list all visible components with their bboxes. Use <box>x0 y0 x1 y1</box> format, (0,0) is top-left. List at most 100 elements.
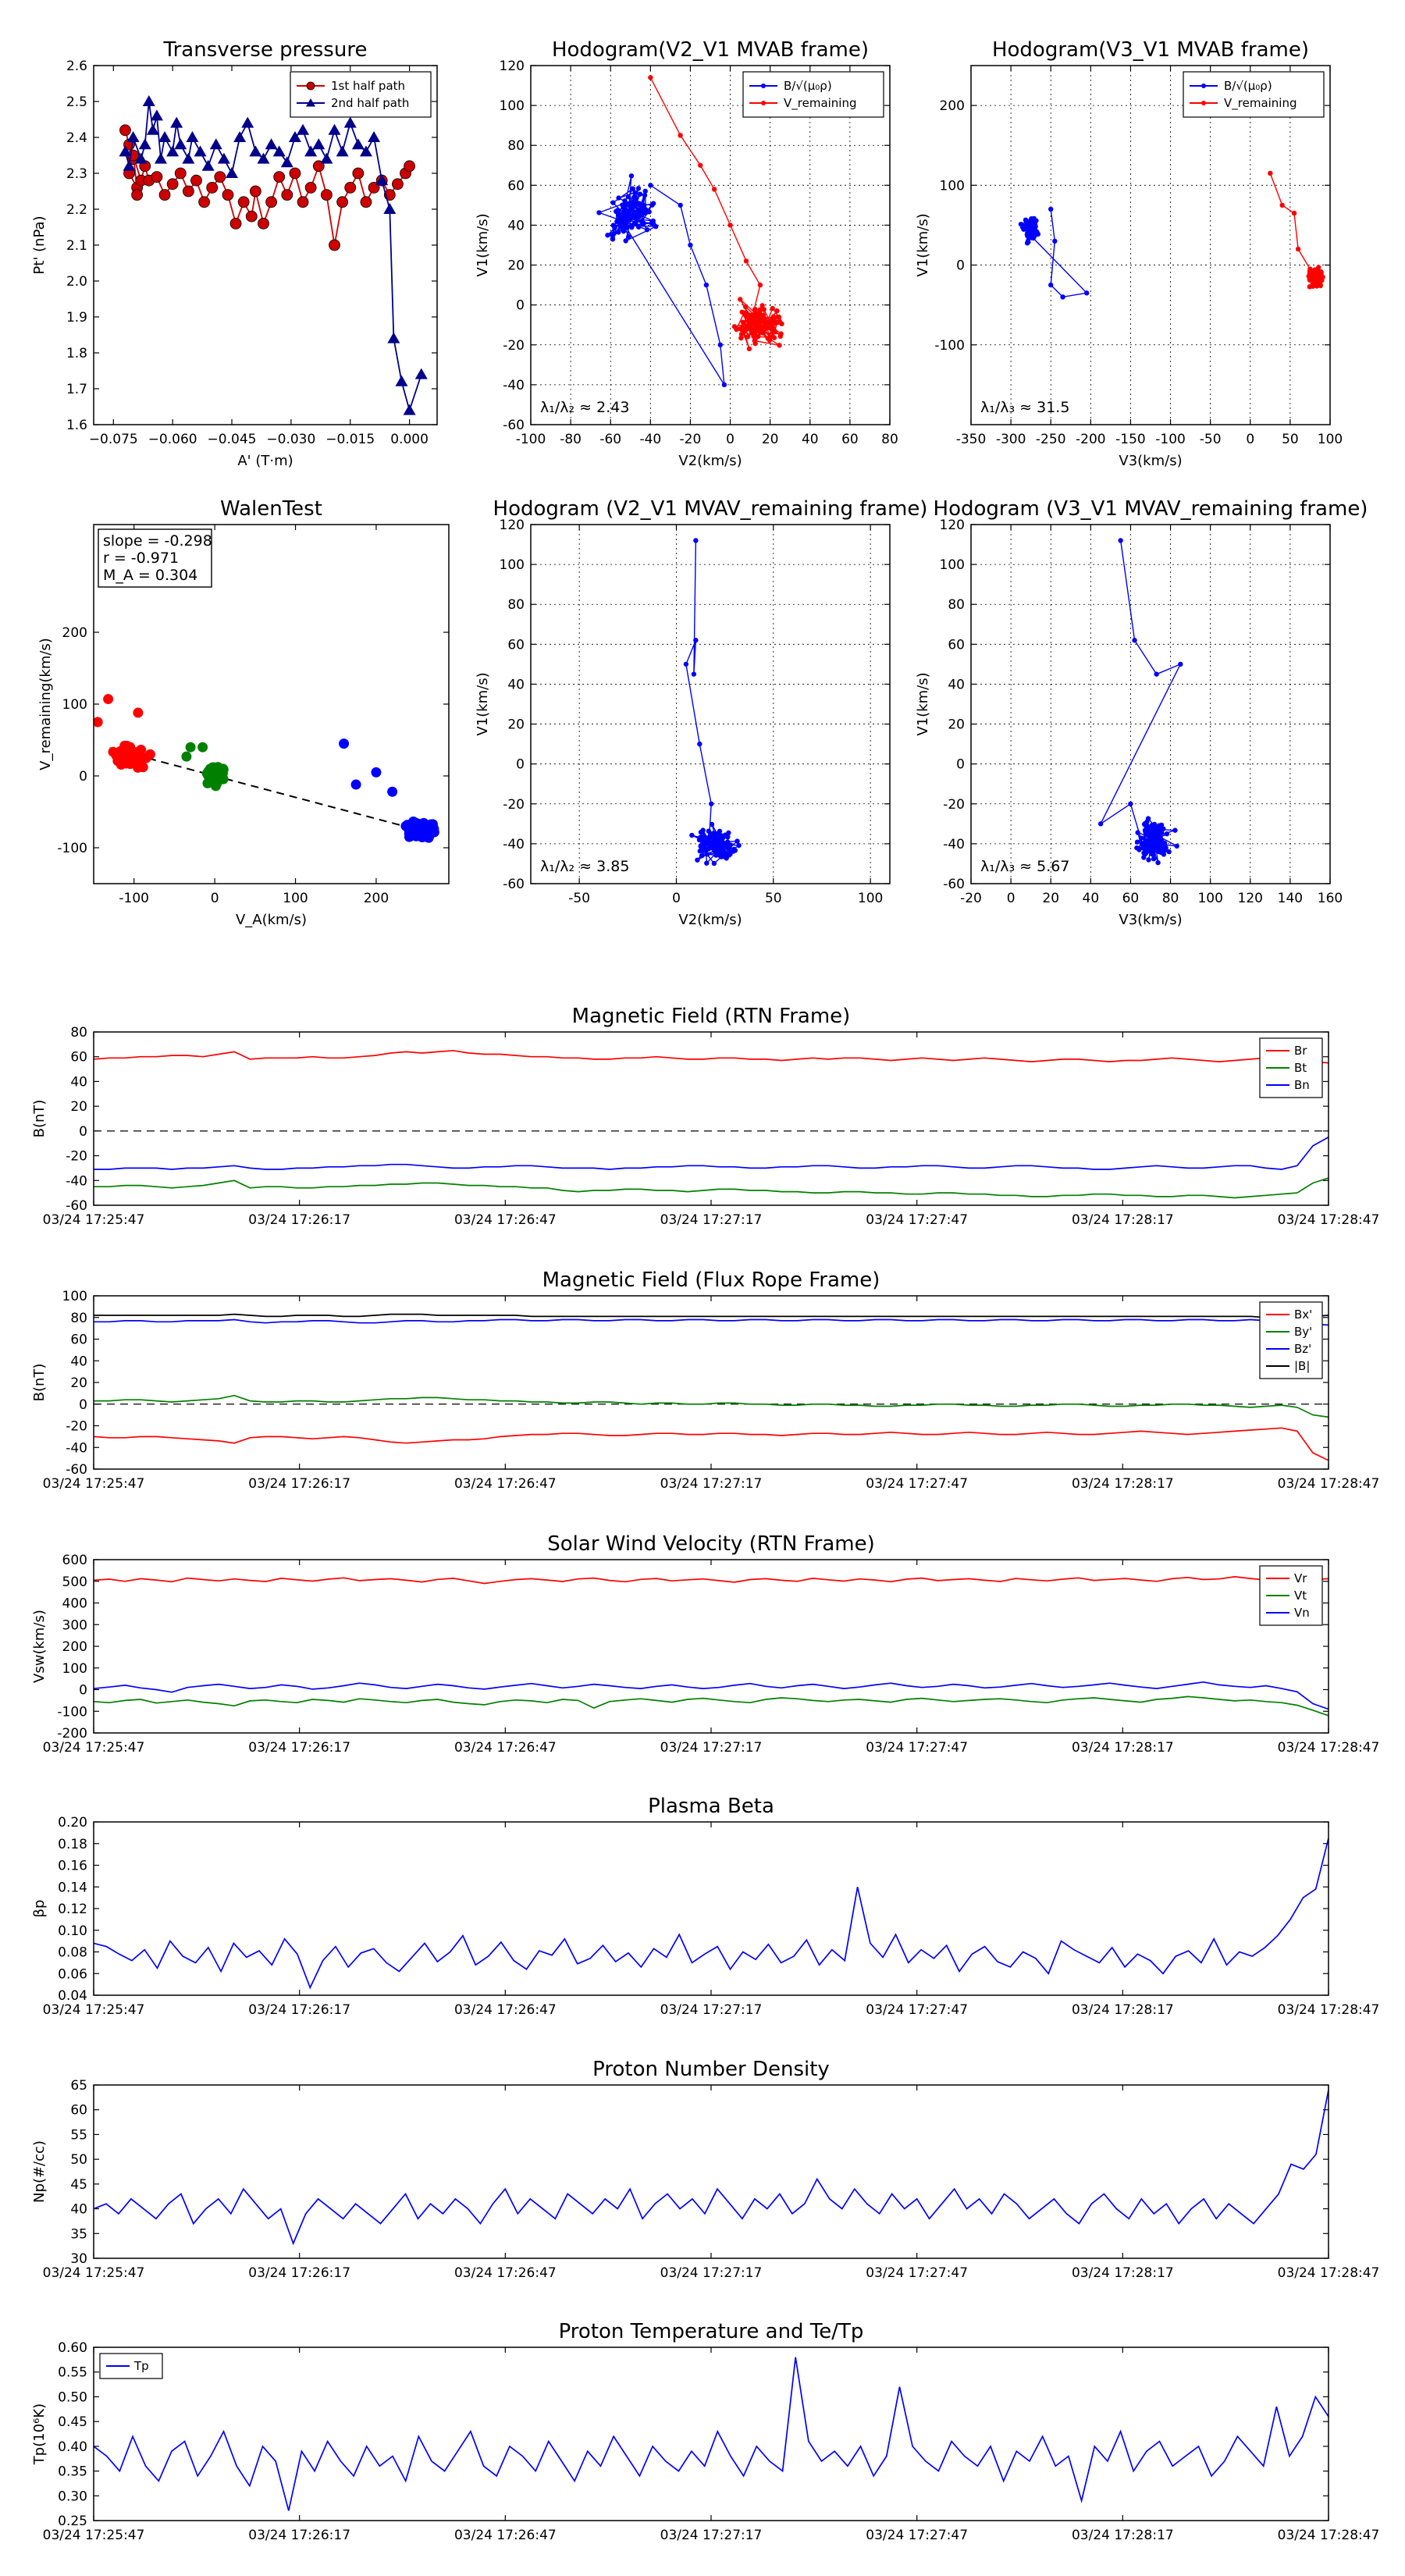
transverse_pressure-legend-label: 1st half path <box>331 79 405 93</box>
plasma_beta-xtick-label: 03/24 17:27:17 <box>660 2002 763 2018</box>
hodogram_v2_v1_mvab-series-1-point <box>648 75 653 80</box>
walen_test-stat-r: r = -0.971 <box>103 550 179 567</box>
hodogram_v2_v1_mvav-series-0-point <box>700 838 706 845</box>
transverse_pressure-series-0-point <box>190 174 202 187</box>
hodogram_v2_v1_mvav-series-0-point <box>697 849 702 854</box>
hodogram_v2_v1_mvav-ytick-label: 60 <box>507 637 525 653</box>
walen_test-marks <box>94 694 441 843</box>
walen_test-stat-ma: M_A = 0.304 <box>103 567 197 584</box>
hodogram_v2_v1_mvab-ytick-label: 100 <box>500 98 525 114</box>
hodogram_v2_v1_mvab-series-1-point <box>760 330 766 336</box>
proton_density-ytick-label: 65 <box>70 2078 87 2094</box>
hodogram_v3_v1_mvab-plot: Hodogram(V3_V1 MVAB frame) V3(km/s) V1(km/… <box>915 38 1343 469</box>
hodogram_v3_v1_mvab-ytick-label: 0 <box>956 258 965 274</box>
hodogram_v3_v1_mvab-xtick-label: 100 <box>1318 432 1343 447</box>
hodogram_v3_v1_mvab-xlabel: V3(km/s) <box>1119 453 1182 469</box>
hodogram_v2_v1_mvav-series-0-point <box>717 828 723 834</box>
hodogram_v2_v1_mvab-ytick-label: 40 <box>507 218 525 233</box>
b_rtn-ylabel: B(nT) <box>31 1100 48 1138</box>
b_rtn-ytick-label: 60 <box>70 1050 87 1066</box>
velocity_rtn-plot: Solar Wind Velocity (RTN Frame) Vsw(km/s)… <box>31 1532 1379 1756</box>
hodogram_v2_v1_mvab-series-1-point <box>752 329 757 335</box>
hodogram_v2_v1_mvab-xtick-label: 40 <box>802 432 819 447</box>
hodogram_v3_v1_mvab-frame <box>970 65 1331 425</box>
b_rtn-ytick-label: -60 <box>66 1198 87 1214</box>
b_flux_rope-xtick-label: 03/24 17:26:17 <box>248 1476 350 1492</box>
hodogram_v2_v1_mvav-ytick-label: -20 <box>503 797 525 813</box>
transverse_pressure-series-1-point <box>304 145 318 157</box>
velocity_rtn-xtick-label: 03/24 17:28:17 <box>1072 1740 1174 1756</box>
hodogram_v2_v1_mvav-xlabel: V2(km/s) <box>678 912 742 928</box>
hodogram_v3_v1_mvav-title: Hodogram (V3_V1 MVAV_remaining frame) <box>934 497 1368 521</box>
hodogram_v3_v1_mvab-legend-label: V_remaining <box>1224 96 1297 111</box>
transverse_pressure-series-1-point <box>414 368 428 379</box>
hodogram_v3_v1_mvav-series-0-point <box>1151 856 1157 862</box>
b_flux_rope-xtick-label: 03/24 17:27:47 <box>866 1476 968 1492</box>
hodogram_v3_v1_mvav-ytick-label: -40 <box>943 837 965 852</box>
hodogram_v3_v1_mvab-xtick-label: -300 <box>996 432 1026 447</box>
hodogram_v3_v1_mvav-series-0-point <box>1178 661 1183 667</box>
b_rtn-ytick-label: -40 <box>66 1173 87 1189</box>
b_rtn-xtick-label: 03/24 17:28:47 <box>1278 1212 1380 1228</box>
walen_test-title: WalenTest <box>220 497 322 521</box>
hodogram_v2_v1_mvab-series-1-point <box>756 333 761 340</box>
hodogram_v2_v1_mvav-series-0-point <box>708 844 714 849</box>
velocity_rtn-frame <box>93 1559 1329 1734</box>
transverse_pressure-series-0-point <box>360 196 372 208</box>
transverse_pressure-series-1-point <box>257 152 270 164</box>
hodogram_v3_v1_mvab-xtick-label: 0 <box>1246 432 1254 447</box>
hodogram_v2_v1_mvav-ytick-label: 120 <box>500 518 525 533</box>
hodogram_v3_v1_mvav-series-0-point <box>1153 845 1159 851</box>
hodogram_v2_v1_mvav-marks <box>683 538 742 866</box>
hodogram_v3_v1_mvav-series-0-point <box>1128 801 1133 806</box>
hodogram_v2_v1_mvav-ytick-label: 0 <box>516 757 525 773</box>
hodogram_v3_v1_mvav-series-0-point <box>1163 845 1168 851</box>
hodogram_v2_v1_mvab-series-0-point <box>631 201 638 207</box>
proton_temperature-plot: Proton Temperature and Te/Tp Tp(10⁶K) 0.25… <box>31 2320 1379 2543</box>
transverse_pressure-frame <box>93 65 438 425</box>
hodogram_v2_v1_mvab-series-1-point <box>774 308 780 314</box>
proton_temperature-xtick-label: 03/24 17:25:47 <box>43 2528 145 2543</box>
walen_test-ytick-label: 100 <box>62 697 87 713</box>
plasma_beta-plot: Plasma Beta βp 0.04 0.06 0.08 0.10 0.12 0.14 0.1… <box>31 1795 1379 2018</box>
hodogram_v2_v1_mvab-series-0-point <box>640 202 646 208</box>
transverse_pressure-series-0-point <box>352 167 365 180</box>
hodogram_v2_v1_mvav-series-0-point <box>727 842 733 848</box>
hodogram_v2_v1_mvav-series-0-point <box>711 860 717 866</box>
hodogram_v2_v1_mvav-series-0-point <box>689 832 695 838</box>
hodogram_v3_v1_mvav-series-0-point <box>1097 821 1104 827</box>
hodogram_v2_v1_mvab-series-0-point <box>637 191 643 197</box>
walen_test-series-0-point <box>133 754 144 765</box>
hodogram_v3_v1_mvab-legend: B/√(μ₀ρ) V_remaining <box>1183 71 1325 118</box>
proton_temperature-title: Proton Temperature and Te/Tp <box>559 2320 864 2343</box>
transverse_pressure-ytick-label: 2.6 <box>66 59 87 74</box>
hodogram_v2_v1_mvab-series-0-point <box>642 207 649 212</box>
transverse_pressure-series-1-point <box>154 152 167 164</box>
plasma_beta-plot-area <box>94 1822 1329 1995</box>
b_flux_rope-title: Magnetic Field (Flux Rope Frame) <box>542 1268 880 1292</box>
b_flux_rope-legend-label: |B| <box>1294 1359 1310 1373</box>
hodogram_v2_v1_mvab-ylabel: V1(km/s) <box>475 213 491 276</box>
transverse_pressure-xtick-label: 0.000 <box>390 432 429 447</box>
transverse_pressure-series-1-point <box>312 138 325 150</box>
transverse_pressure-series-1-point <box>150 109 163 121</box>
hodogram_v2_v1_mvab-xtick-label: -100 <box>516 432 546 447</box>
transverse_pressure-ytick-label: 1.9 <box>66 310 87 326</box>
hodogram_v2_v1_mvab-series-1-point <box>774 315 780 320</box>
hodogram_v3_v1_mvab-series-1-point <box>1268 170 1273 176</box>
walen_test-series-1-point <box>210 781 221 792</box>
hodogram_v2_v1_mvav-series-0-point <box>736 842 742 849</box>
hodogram_v2_v1_mvab-series-1-point <box>731 324 738 329</box>
transverse_pressure-ytick-label: 1.7 <box>66 382 87 397</box>
transverse_pressure-series-1-point <box>217 152 230 164</box>
hodogram_v3_v1_mvav-series-0-point <box>1141 855 1147 860</box>
walen_test-ytick-label: 200 <box>62 625 87 641</box>
hodogram_v2_v1_mvab-series-0-point <box>642 192 648 198</box>
hodogram_v2_v1_mvab-series-0-point <box>628 173 635 179</box>
hodogram_v3_v1_mvav-series-0-point <box>1161 852 1167 857</box>
velocity_rtn-xtick-label: 03/24 17:27:47 <box>866 1740 968 1756</box>
hodogram_v2_v1_mvab-ytick-label: 60 <box>507 178 525 194</box>
hodogram_v3_v1_mvav-xlabel: V3(km/s) <box>1119 912 1182 928</box>
walen_test-xtick-label: 200 <box>364 891 389 906</box>
proton_density-xtick-label: 03/24 17:27:17 <box>660 2265 763 2281</box>
